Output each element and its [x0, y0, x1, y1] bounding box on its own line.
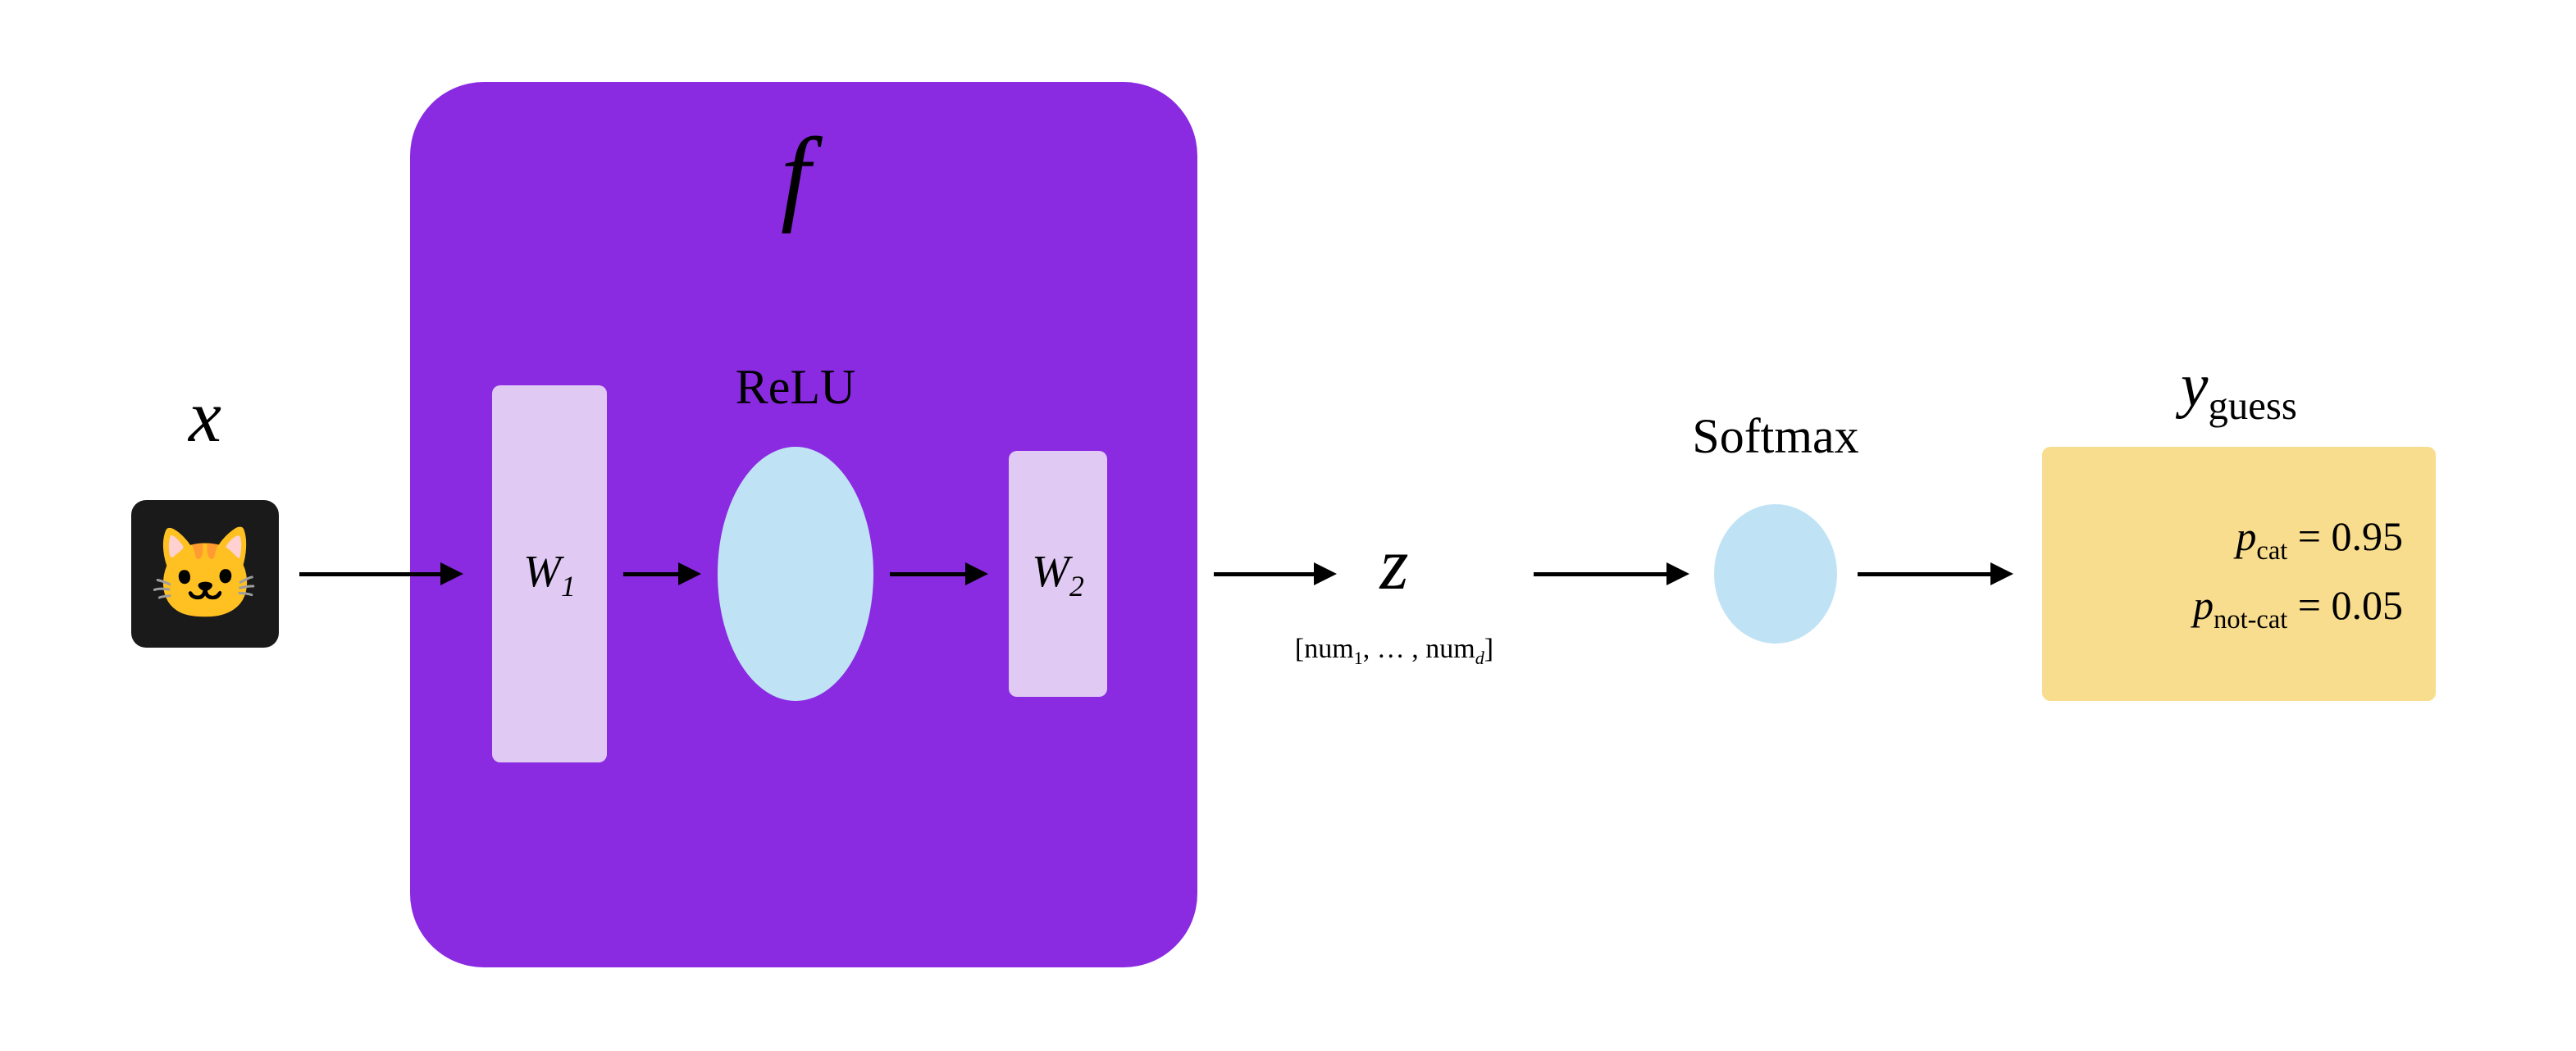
cat-icon: 🐱: [149, 521, 262, 627]
y-guess-label: yguess: [2075, 351, 2403, 429]
input-image-box: 🐱: [131, 500, 279, 648]
output-line-pnotcat: pnot-cat = 0.05: [2193, 581, 2403, 635]
arrow-relu: [890, 562, 988, 585]
w2-label: W2: [1032, 545, 1084, 603]
output-line-pcat: pcat = 0.95: [2236, 512, 2403, 566]
diagram-canvas: f x 🐱 W1 ReLU W2 z [num1, … , numd] Soft…: [0, 0, 2576, 1051]
relu-label: ReLU: [631, 359, 960, 416]
w1-label: W1: [523, 545, 576, 603]
arrow-z: [1534, 562, 1689, 585]
w2-box: W2: [1009, 451, 1107, 697]
arrow-w2: [1214, 562, 1337, 585]
f-label: f: [631, 114, 960, 237]
output-box: pcat = 0.95 pnot-cat = 0.05: [2042, 447, 2436, 701]
arrow-softmax: [1858, 562, 2013, 585]
arrow-w1: [623, 562, 701, 585]
softmax-label: Softmax: [1612, 408, 1940, 465]
x-label: x: [41, 375, 369, 459]
w1-box: W1: [492, 385, 607, 762]
arrow-input: [299, 562, 463, 585]
z-subtext: [num1, … , numd]: [1247, 634, 1542, 669]
relu-ellipse: [718, 447, 873, 701]
softmax-ellipse: [1714, 504, 1837, 644]
